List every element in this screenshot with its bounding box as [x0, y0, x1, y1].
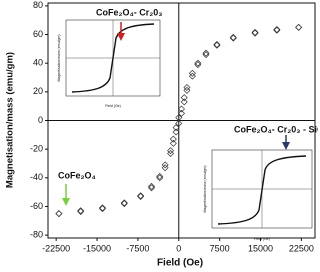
marker — [202, 51, 210, 59]
arrow — [62, 184, 70, 206]
marker — [161, 164, 169, 172]
marker — [180, 98, 188, 106]
marker — [273, 26, 281, 34]
marker — [251, 29, 259, 37]
marker — [161, 161, 169, 169]
y-tick-label: -80 — [30, 230, 43, 240]
marker — [183, 86, 191, 94]
marker — [120, 200, 128, 208]
marker — [156, 172, 164, 180]
marker — [202, 49, 210, 57]
x-tick-label: -22500 — [42, 243, 70, 253]
marker — [137, 192, 145, 200]
marker — [295, 23, 303, 31]
marker — [178, 105, 185, 113]
marker — [172, 124, 180, 132]
marker — [120, 199, 128, 207]
marker — [183, 84, 191, 92]
marker — [169, 139, 177, 147]
marker — [156, 174, 164, 182]
inset: Magnetisation/mass (emu/gm) Field (Oe) — [203, 149, 313, 241]
x-tick-label: 15000 — [248, 243, 273, 253]
y-tick-label: 40 — [33, 58, 43, 68]
marker — [188, 69, 196, 77]
marker — [180, 94, 188, 102]
x-tick-label: -15000 — [83, 243, 111, 253]
marker — [55, 210, 63, 218]
annotation: CoFe₂O₄- Cr₂0₃ — [96, 7, 162, 17]
annotation: CoFe₂O₄- Cr₂0₃ - SiO₂ — [234, 124, 318, 134]
marker — [172, 128, 180, 136]
marker — [167, 147, 175, 155]
marker — [194, 59, 202, 67]
marker — [98, 205, 106, 213]
y-tick-label: 60 — [33, 29, 43, 39]
marker — [148, 184, 156, 192]
marker — [55, 210, 63, 218]
marker — [137, 192, 145, 200]
inset-x-label: Field (Oe) — [254, 237, 270, 241]
marker — [77, 207, 85, 215]
y-tick-label: -60 — [30, 201, 43, 211]
x-tick-label: 7500 — [210, 243, 230, 253]
marker — [251, 28, 259, 36]
annotation: CoFe₂O₄ — [58, 170, 96, 180]
x-tick-label: -7500 — [126, 243, 149, 253]
marker — [295, 23, 303, 31]
marker — [213, 41, 221, 49]
x-tick-label: 22500 — [289, 243, 314, 253]
y-axis-label: Magnetisation/mass (emu/gm) — [5, 52, 16, 188]
arrow — [282, 135, 290, 150]
inset-curve — [71, 23, 155, 93]
marker — [194, 61, 202, 69]
y-tick-label: 0 — [38, 115, 43, 125]
marker — [98, 204, 106, 212]
marker — [148, 182, 156, 190]
marker — [175, 119, 183, 127]
inset-y-label: Magnetisation/mass (emu/gm) — [203, 165, 207, 212]
y-tick-label: 20 — [33, 86, 43, 96]
y-tick-label: 80 — [33, 0, 43, 10]
marker — [229, 34, 237, 42]
marker — [167, 149, 175, 157]
y-tick-label: -20 — [30, 144, 43, 154]
marker — [229, 33, 237, 41]
inset-y-label: Magnetisation/mass (emu/gm) — [57, 34, 61, 81]
y-tick-label: -40 — [30, 172, 43, 182]
inset-x-label: Field (Oe) — [105, 104, 121, 108]
marker — [213, 41, 221, 49]
marker — [77, 207, 85, 215]
marker — [178, 109, 185, 117]
marker — [273, 26, 281, 34]
inset: Magnetisation/mass (emu/gm) Field (Oe) — [57, 19, 161, 108]
x-axis-label: Field (Oe) — [157, 258, 203, 269]
inset-curve — [217, 155, 307, 225]
marker — [169, 135, 177, 143]
marker — [188, 72, 196, 80]
arrow — [117, 22, 125, 41]
x-tick-label: 0 — [176, 243, 181, 253]
